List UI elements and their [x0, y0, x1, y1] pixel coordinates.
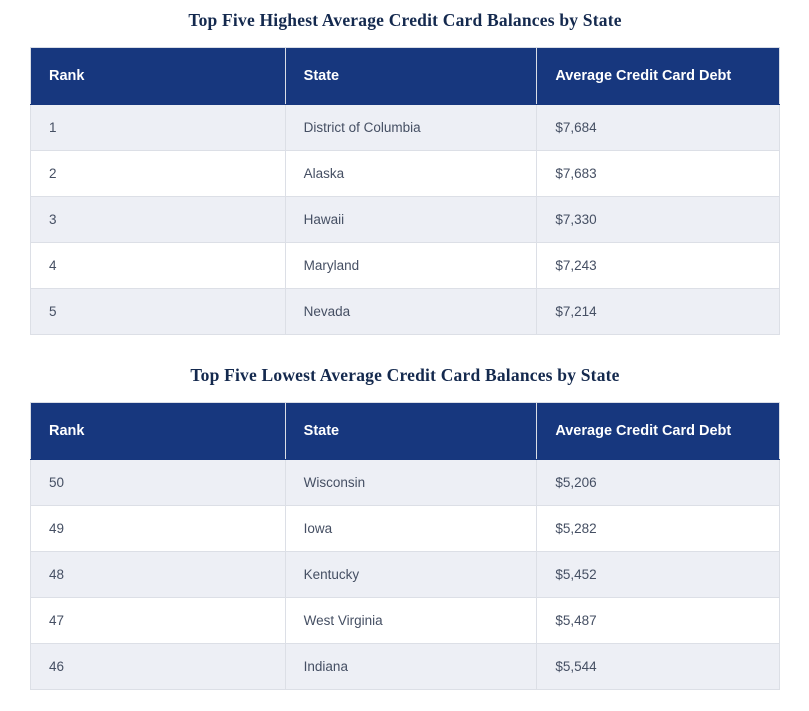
debt-cell: $5,452 — [536, 551, 780, 598]
debt-cell: $5,544 — [536, 643, 780, 690]
lowest-balances-title: Top Five Lowest Average Credit Card Bala… — [190, 365, 620, 385]
state-cell: West Virginia — [284, 597, 538, 644]
table-body: 50 Wisconsin $5,206 49 Iowa $5,282 48 Ke… — [30, 459, 780, 690]
state-cell: Alaska — [284, 150, 538, 197]
highest-balances-table: Rank State Average Credit Card Debt 1 Di… — [30, 47, 780, 335]
highest-balances-section: Top Five Highest Average Credit Card Bal… — [30, 6, 780, 335]
table-row: 48 Kentucky $5,452 — [30, 551, 780, 598]
rank-cell: 46 — [30, 643, 286, 690]
state-cell: Hawaii — [284, 196, 538, 243]
rank-cell: 5 — [30, 288, 286, 335]
table-row: 3 Hawaii $7,330 — [30, 196, 780, 243]
state-cell: Kentucky — [284, 551, 538, 598]
debt-cell: $5,487 — [536, 597, 780, 644]
column-header-rank: Rank — [30, 402, 286, 460]
page-content: Top Five Highest Average Credit Card Bal… — [30, 6, 780, 690]
rank-cell: 50 — [30, 459, 286, 506]
table-row: 1 District of Columbia $7,684 — [30, 104, 780, 151]
rank-cell: 4 — [30, 242, 286, 289]
state-cell: Maryland — [284, 242, 538, 289]
state-cell: Nevada — [284, 288, 538, 335]
table-row: 5 Nevada $7,214 — [30, 288, 780, 335]
debt-cell: $7,684 — [536, 104, 780, 151]
debt-cell: $7,243 — [536, 242, 780, 289]
debt-cell: $5,206 — [536, 459, 780, 506]
state-cell: Wisconsin — [284, 459, 538, 506]
rank-cell: 1 — [30, 104, 286, 151]
table-row: 4 Maryland $7,243 — [30, 242, 780, 289]
column-header-state: State — [284, 47, 538, 105]
column-header-state: State — [284, 402, 538, 460]
state-cell: District of Columbia — [284, 104, 538, 151]
lowest-balances-section: Top Five Lowest Average Credit Card Bala… — [30, 361, 780, 690]
table-row: 47 West Virginia $5,487 — [30, 597, 780, 644]
table-header: Rank State Average Credit Card Debt — [30, 402, 780, 460]
rank-cell: 48 — [30, 551, 286, 598]
rank-cell: 3 — [30, 196, 286, 243]
rank-cell: 47 — [30, 597, 286, 644]
table-row: 49 Iowa $5,282 — [30, 505, 780, 552]
column-header-debt: Average Credit Card Debt — [536, 47, 780, 105]
header-row: Rank State Average Credit Card Debt — [30, 47, 780, 105]
table-header: Rank State Average Credit Card Debt — [30, 47, 780, 105]
header-row: Rank State Average Credit Card Debt — [30, 402, 780, 460]
debt-cell: $7,330 — [536, 196, 780, 243]
table-row: 50 Wisconsin $5,206 — [30, 459, 780, 506]
rank-cell: 2 — [30, 150, 286, 197]
table-row: 2 Alaska $7,683 — [30, 150, 780, 197]
state-cell: Iowa — [284, 505, 538, 552]
debt-cell: $7,214 — [536, 288, 780, 335]
highest-balances-title: Top Five Highest Average Credit Card Bal… — [188, 10, 622, 30]
column-header-rank: Rank — [30, 47, 286, 105]
debt-cell: $5,282 — [536, 505, 780, 552]
state-cell: Indiana — [284, 643, 538, 690]
table-row: 46 Indiana $5,544 — [30, 643, 780, 690]
column-header-debt: Average Credit Card Debt — [536, 402, 780, 460]
table-body: 1 District of Columbia $7,684 2 Alaska $… — [30, 104, 780, 335]
rank-cell: 49 — [30, 505, 286, 552]
lowest-balances-table: Rank State Average Credit Card Debt 50 W… — [30, 402, 780, 690]
debt-cell: $7,683 — [536, 150, 780, 197]
